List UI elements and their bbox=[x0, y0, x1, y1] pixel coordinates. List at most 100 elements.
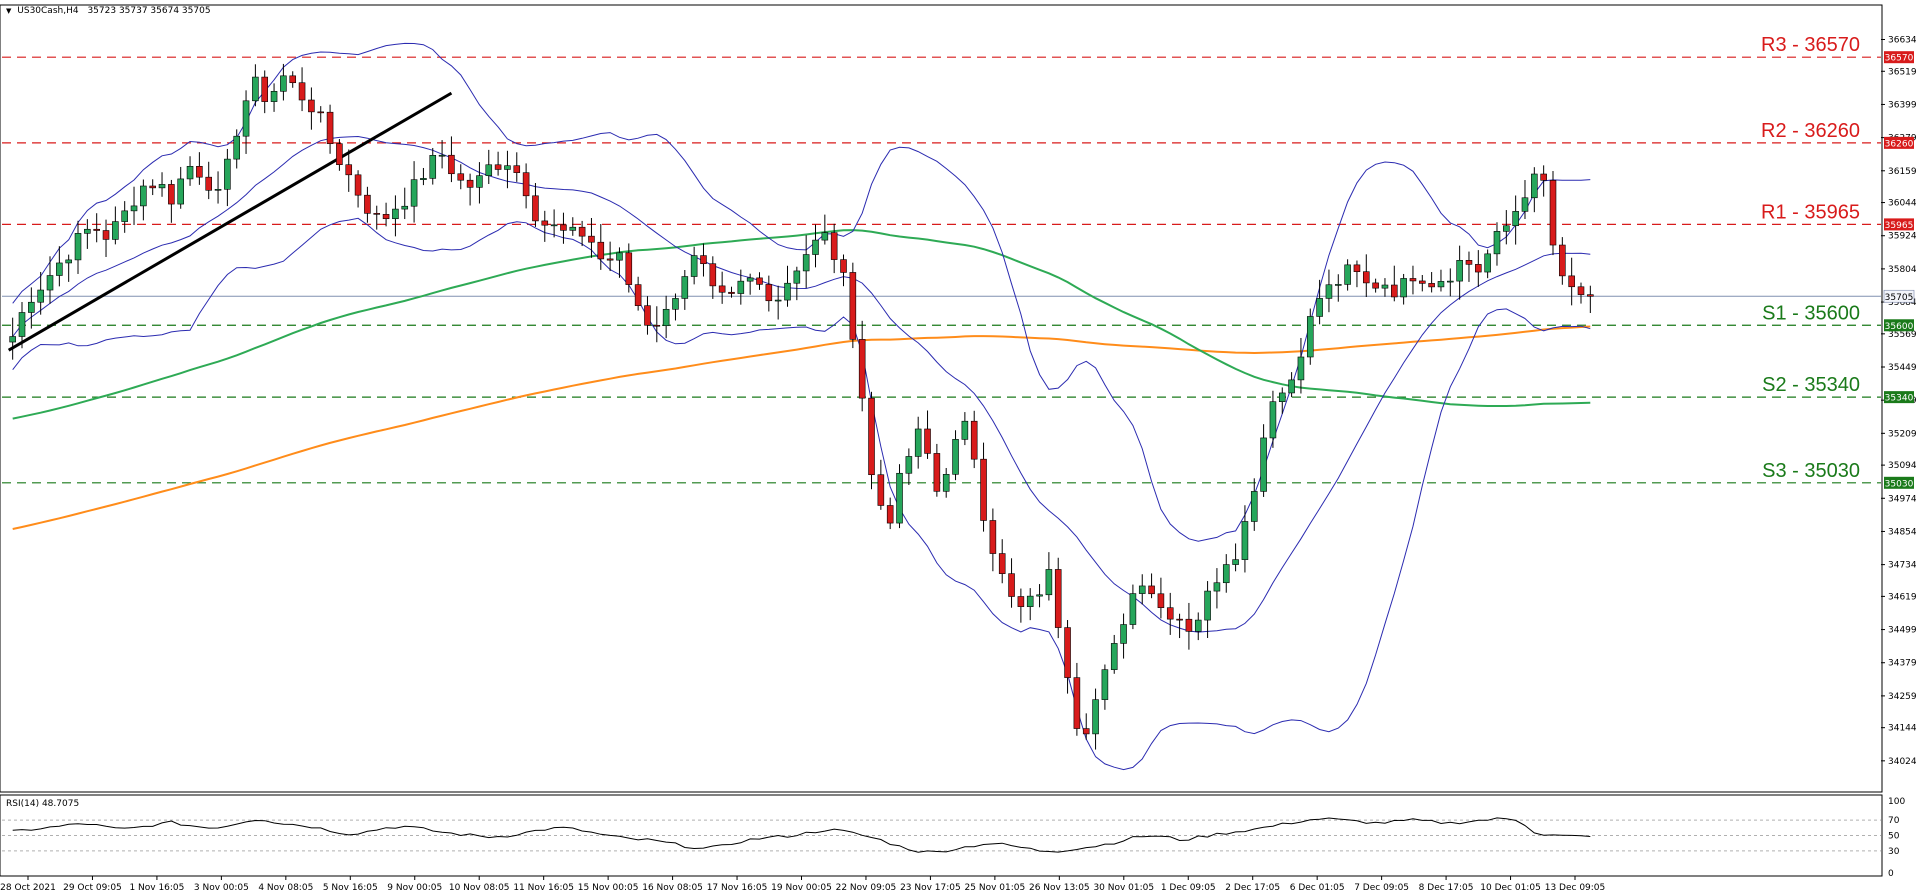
bull-candle-body bbox=[280, 75, 287, 92]
bull-candle-body bbox=[37, 289, 44, 303]
candle bbox=[410, 161, 418, 223]
candle bbox=[1503, 210, 1510, 245]
candle bbox=[1138, 574, 1146, 605]
price-tick-label: 35209 bbox=[1888, 429, 1916, 439]
candle bbox=[980, 442, 987, 532]
candle bbox=[317, 106, 325, 123]
bull-candle-body bbox=[1213, 582, 1221, 592]
bull-candle-body bbox=[802, 254, 810, 272]
candle bbox=[1540, 165, 1547, 197]
bear-candle-body bbox=[1362, 271, 1370, 284]
candle bbox=[560, 212, 567, 244]
candle bbox=[821, 214, 829, 245]
bull-candle-body bbox=[793, 270, 801, 284]
candle bbox=[1194, 612, 1202, 641]
triangle-down-icon: ▼ bbox=[6, 7, 12, 15]
bear-candle-body bbox=[1064, 627, 1071, 678]
price-tick-label: 36044 bbox=[1888, 199, 1916, 209]
level-price-box bbox=[1884, 218, 1914, 231]
bull-candle-body bbox=[1278, 392, 1286, 402]
candle bbox=[56, 246, 63, 287]
price-tick-label: 34379 bbox=[1888, 659, 1916, 669]
bull-candle-body bbox=[812, 239, 819, 255]
candle bbox=[420, 167, 427, 186]
candle bbox=[1559, 237, 1566, 285]
time-axis: 28 Oct 2021 29 Oct 09:05 1 Nov 16:05 3 Nov … bbox=[0, 876, 1605, 893]
rsi-tick-label: 70 bbox=[1888, 816, 1900, 826]
candle bbox=[1176, 613, 1183, 639]
candle bbox=[662, 295, 670, 339]
bear-candle-body bbox=[1419, 280, 1426, 284]
bear-candle-body bbox=[653, 324, 661, 327]
candle bbox=[812, 224, 819, 268]
bull-candle-body bbox=[1250, 491, 1258, 522]
bull-candle-body bbox=[1232, 559, 1239, 565]
bear-candle-body bbox=[700, 255, 707, 265]
candle bbox=[1064, 620, 1071, 694]
bull-candle-body bbox=[28, 301, 35, 313]
moving-averages bbox=[12, 229, 1591, 530]
bear-candle-body bbox=[93, 228, 100, 231]
time-tick-label: 19 Nov 00:05 bbox=[771, 883, 832, 893]
candle bbox=[672, 293, 679, 321]
level-label-s3: S3 - 35030 bbox=[1762, 460, 1860, 482]
current-price-text: 35705 bbox=[1885, 293, 1914, 303]
candle bbox=[1353, 260, 1361, 288]
candle bbox=[933, 443, 941, 497]
candle bbox=[522, 163, 530, 209]
candle bbox=[494, 151, 502, 176]
bull-candle-body bbox=[84, 228, 91, 234]
bollinger-middle bbox=[12, 135, 1591, 633]
time-tick-label: 9 Nov 00:05 bbox=[387, 883, 442, 893]
candle bbox=[588, 217, 595, 258]
candle bbox=[1325, 269, 1333, 313]
candle bbox=[186, 156, 194, 186]
bull-candle-body bbox=[1101, 669, 1109, 700]
bear-candle-body bbox=[1465, 260, 1473, 265]
candle bbox=[840, 254, 847, 287]
candle bbox=[998, 539, 1006, 584]
candle bbox=[1045, 552, 1053, 601]
candle bbox=[1419, 274, 1426, 292]
level-label-s2: S2 - 35340 bbox=[1762, 374, 1860, 396]
bull-candle-body bbox=[942, 474, 950, 492]
price-tick-label: 36399 bbox=[1888, 100, 1916, 110]
bear-candle-body bbox=[625, 252, 633, 285]
price-tick-label: 34854 bbox=[1888, 527, 1916, 537]
time-tick-label: 3 Nov 00:05 bbox=[194, 883, 249, 893]
uptrend-line bbox=[7, 91, 453, 352]
candle bbox=[74, 220, 82, 274]
candle bbox=[793, 266, 801, 301]
bear-candle-body bbox=[308, 99, 315, 113]
bear-candle-body bbox=[448, 154, 455, 175]
level-price-box-text: 36260 bbox=[1885, 139, 1914, 149]
candle bbox=[1260, 424, 1267, 497]
bear-candle-body bbox=[1176, 618, 1183, 621]
candle bbox=[429, 147, 437, 185]
candle bbox=[448, 136, 455, 183]
bull-candle-body bbox=[112, 221, 119, 240]
time-tick-label: 8 Dec 17:05 bbox=[1419, 883, 1474, 893]
candle bbox=[373, 205, 381, 230]
bull-candle-body bbox=[233, 135, 241, 160]
bull-candle-body bbox=[1456, 260, 1463, 282]
candle bbox=[1484, 249, 1491, 279]
candle bbox=[93, 213, 100, 243]
candle bbox=[308, 87, 315, 130]
bear-candle-body bbox=[998, 553, 1006, 574]
bull-candle-body bbox=[1334, 284, 1342, 286]
candle bbox=[625, 243, 633, 293]
bull-candle-body bbox=[784, 282, 791, 301]
bull-candle-body bbox=[737, 280, 745, 294]
time-tick-label: 10 Dec 01:05 bbox=[1480, 883, 1541, 893]
candle bbox=[616, 247, 623, 278]
candle bbox=[1101, 664, 1109, 710]
bull-candle-body bbox=[224, 158, 231, 190]
candle bbox=[382, 202, 390, 227]
bull-candle-body bbox=[46, 275, 54, 291]
candle bbox=[1493, 222, 1501, 266]
bear-candle-body bbox=[345, 164, 353, 176]
bull-candle-body bbox=[550, 224, 558, 227]
candle bbox=[326, 104, 334, 154]
